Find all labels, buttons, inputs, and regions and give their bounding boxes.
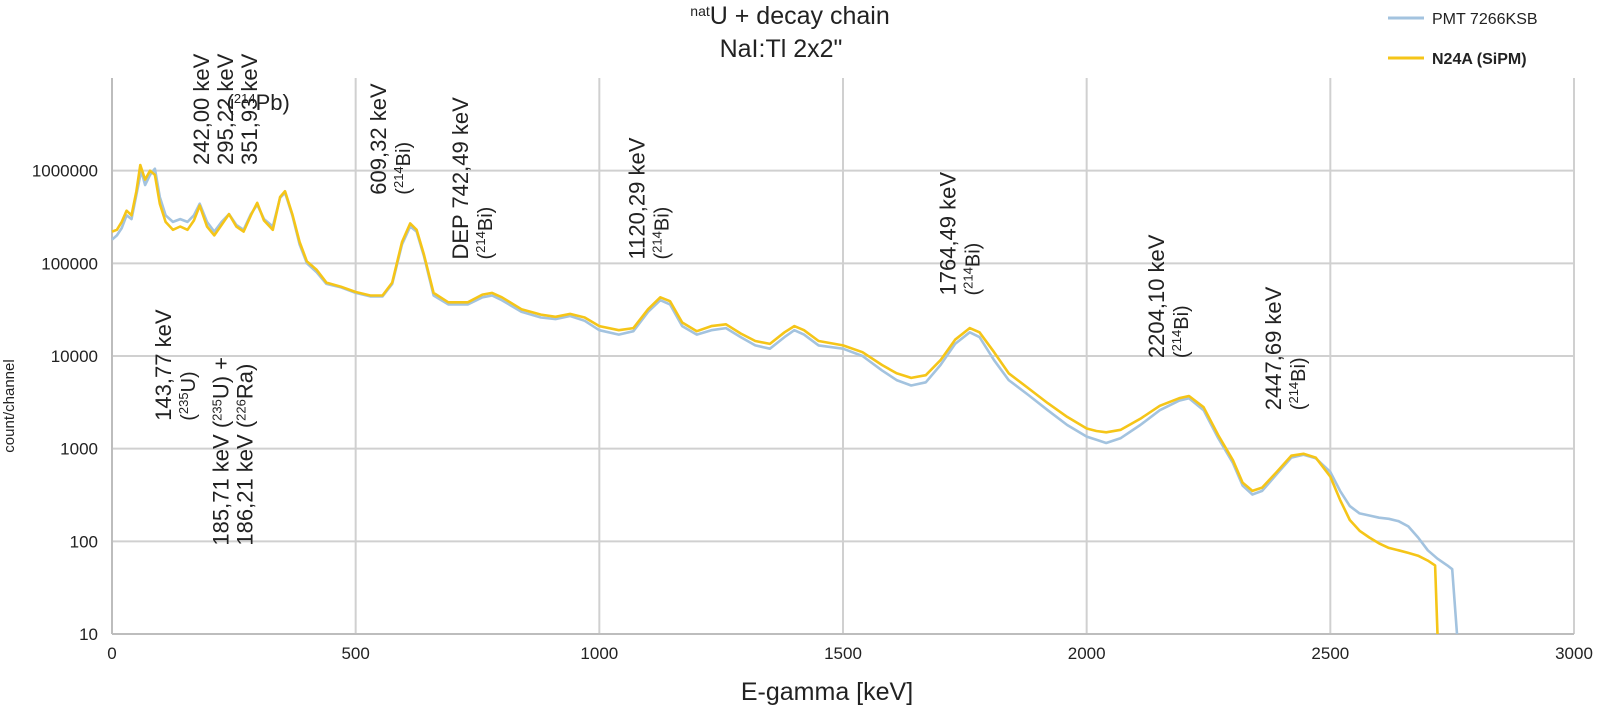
ann-pb214-line-0: (214Pb) bbox=[227, 90, 290, 115]
ann-dep742: DEP 742,49 keV (214Bi) bbox=[448, 97, 497, 260]
ann-143-line-0: 143,77 keV bbox=[151, 309, 176, 421]
ann-1764-line-1: (214Bi) bbox=[960, 243, 985, 296]
x-tick-1500: 1500 bbox=[824, 644, 862, 663]
ann-1120: 1120,29 keV (214Bi) bbox=[625, 137, 674, 259]
ann-242-295-351: 242,00 keV 295,22 keV 351,93 keV bbox=[189, 53, 262, 165]
chart-title-line-0: natU + decay chain bbox=[690, 2, 889, 30]
ann-2204: 2204,10 keV (214Bi) bbox=[1144, 234, 1193, 358]
ann-1120-line-1: (214Bi) bbox=[649, 207, 674, 260]
y-tick-labels: 10 100 1000 10000 100000 1000000 bbox=[32, 162, 98, 644]
ann-609-line-1: (214Bi) bbox=[391, 142, 416, 195]
x-tick-1000: 1000 bbox=[580, 644, 618, 663]
axes bbox=[111, 78, 1574, 635]
x-tick-0: 0 bbox=[107, 644, 116, 663]
ann-1764: 1764,49 keV (214Bi) bbox=[936, 172, 985, 296]
chart-title: natU + decay chain NaI:Tl 2x2" bbox=[690, 2, 889, 63]
ann-dep742-line-1: (214Bi) bbox=[473, 207, 498, 260]
ann-185-186-line-0: 185,71 keV (235U) + bbox=[208, 357, 233, 546]
x-tick-2000: 2000 bbox=[1068, 644, 1106, 663]
series-lines bbox=[111, 163, 1459, 635]
ann-242-295-351-line-0: 242,00 keV bbox=[189, 53, 214, 165]
peak-annotations: (214Pb)242,00 keV 295,22 keV 351,93 keV143… bbox=[151, 53, 1310, 545]
ann-143: 143,77 keV (235U) bbox=[151, 309, 200, 421]
chart-title-line-1: NaI:Tl 2x2" bbox=[720, 35, 843, 63]
ann-2447-line-1: (214Bi) bbox=[1286, 357, 1311, 410]
ann-2447: 2447,69 keV (214Bi) bbox=[1261, 286, 1310, 410]
x-tick-500: 500 bbox=[341, 644, 369, 663]
series-line-sipm bbox=[111, 163, 1439, 635]
ann-2204-line-0: 2204,10 keV bbox=[1144, 234, 1169, 358]
x-tick-2500: 2500 bbox=[1311, 644, 1349, 663]
ann-2204-line-1: (214Bi) bbox=[1169, 305, 1194, 358]
x-axis-label: E-gamma [keV] bbox=[741, 678, 913, 706]
ann-242-295-351-line-2: 351,93 keV bbox=[237, 53, 262, 165]
ann-242-295-351-line-1: 295,22 keV bbox=[213, 53, 238, 165]
ann-1764-line-0: 1764,49 keV bbox=[936, 172, 961, 296]
legend-label-0: PMT 7266KSB bbox=[1432, 11, 1538, 28]
ann-pb214: (214Pb) bbox=[227, 90, 290, 115]
y-axis-label: count/channel bbox=[1, 359, 18, 452]
grid-lines bbox=[112, 78, 1575, 634]
ann-2447-line-0: 2447,69 keV bbox=[1261, 286, 1286, 410]
ann-185-186-line-1: 186,21 keV (226Ra) bbox=[232, 364, 257, 546]
y-tick-10: 10 bbox=[79, 625, 98, 644]
ann-dep742-line-0: DEP 742,49 keV bbox=[448, 97, 473, 260]
y-tick-100000: 100000 bbox=[41, 254, 98, 273]
x-tick-3000: 3000 bbox=[1555, 644, 1593, 663]
series-line-pmt bbox=[111, 167, 1459, 635]
x-tick-labels: 0 500 1000 1500 2000 2500 3000 bbox=[107, 644, 1593, 663]
ann-185-186: 185,71 keV (235U) +186,21 keV (226Ra) bbox=[208, 357, 257, 546]
y-tick-1000: 1000 bbox=[60, 440, 98, 459]
ann-609-line-0: 609,32 keV bbox=[366, 83, 391, 195]
y-tick-10000: 10000 bbox=[51, 347, 98, 366]
y-tick-100: 100 bbox=[70, 532, 98, 551]
ann-609: 609,32 keV (214Bi) bbox=[366, 83, 415, 195]
y-tick-1000000: 1000000 bbox=[32, 162, 98, 181]
legend-label-1: N24A (SiPM) bbox=[1432, 51, 1527, 68]
ann-1120-line-0: 1120,29 keV bbox=[625, 137, 650, 259]
legend: PMT 7266KSB N24A (SiPM) bbox=[1388, 11, 1538, 68]
ann-143-line-1: (235U) bbox=[175, 371, 200, 420]
